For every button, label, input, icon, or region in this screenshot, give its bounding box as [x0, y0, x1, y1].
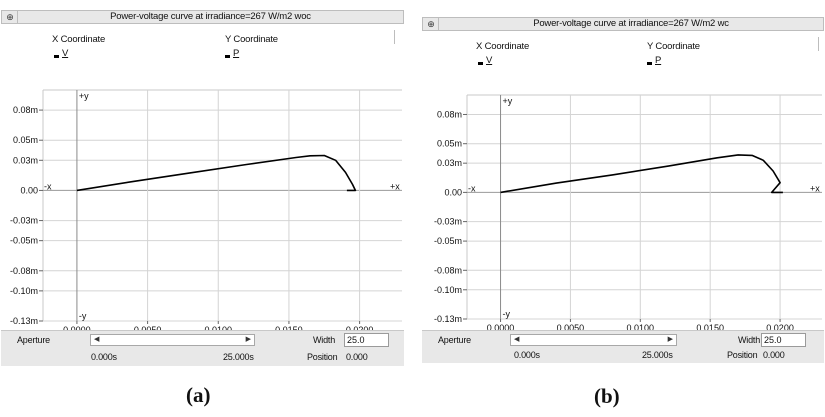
legend-swatch-x	[478, 62, 483, 65]
width-input[interactable]: 25.0	[344, 333, 389, 347]
slider-right-arrow-icon[interactable]: ▶	[667, 336, 673, 343]
start-time-label: 0.000s	[514, 350, 540, 360]
aperture-controls: Aperture ◀ ▶ Width 25.0 0.000s 25.000s P…	[1, 330, 404, 366]
x-coordinate-header: X Coordinate	[52, 34, 106, 45]
y-tick-label: 0.00	[20, 185, 38, 195]
slider-right-arrow-icon[interactable]: ▶	[245, 336, 251, 343]
pos-x-axis-label: +x	[810, 183, 820, 193]
legend-swatch-x	[54, 55, 59, 58]
x-tick-label: 0.0100	[627, 323, 655, 333]
pin-icon[interactable]: ⊕	[424, 18, 439, 30]
legend: X Coordinate Y Coordinate V P	[467, 33, 819, 111]
chart-title: Power-voltage curve at irradiance=267 W/…	[110, 11, 311, 22]
x-tick-label: 0.0000	[487, 323, 515, 333]
slider-left-arrow-icon[interactable]: ◀	[94, 336, 100, 343]
pos-y-axis-label: +y	[503, 96, 513, 106]
y-tick-label: -0.03m	[10, 216, 38, 226]
legend-divider	[394, 30, 395, 44]
y-tick-label: -0.10m	[10, 286, 38, 296]
x-tick-label: 0.0050	[557, 323, 585, 333]
y-tick-label: -0.05m	[10, 236, 38, 246]
x-tick-label: 0.0200	[766, 323, 794, 333]
y-tick-label: 0.08m	[437, 109, 462, 119]
position-label: Position	[727, 350, 758, 360]
legend-swatch-y	[225, 55, 230, 58]
y-coordinate-header: Y Coordinate	[225, 34, 278, 45]
y-coordinate-header: Y Coordinate	[647, 41, 700, 52]
slider-left-arrow-icon[interactable]: ◀	[514, 336, 520, 343]
neg-x-axis-label: -x	[468, 183, 476, 193]
width-input[interactable]: 25.0	[761, 333, 806, 347]
y-tick-label: 0.05m	[437, 139, 462, 149]
position-value: 0.000	[346, 352, 368, 362]
y-tick-label: -0.05m	[434, 236, 462, 246]
y-tick-label: 0.08m	[13, 105, 38, 115]
y-tick-label: -0.13m	[434, 314, 462, 324]
position-value: 0.000	[763, 350, 785, 360]
legend-y-variable[interactable]: P	[233, 48, 240, 59]
x-tick-label: 0.0150	[696, 323, 724, 333]
legend-y-variable[interactable]: P	[655, 55, 662, 66]
aperture-controls: Aperture ◀ ▶ Width 25.0 0.000s 25.000s P…	[422, 330, 824, 363]
power-voltage-curve	[76, 154, 357, 192]
end-time-label: 25.000s	[223, 352, 254, 362]
y-tick-label: 0.03m	[437, 158, 462, 168]
title-bar: ⊕ Power-voltage curve at irradiance=267 …	[422, 17, 824, 31]
caption-a: (a)	[186, 383, 211, 407]
neg-x-axis-label: -x	[44, 181, 52, 191]
chart-panel-a: ⊕ Power-voltage curve at irradiance=267 …	[1, 10, 404, 366]
legend-swatch-y	[647, 62, 652, 65]
x-coordinate-header: X Coordinate	[476, 41, 530, 52]
y-tick-label: 0.00	[444, 187, 462, 197]
width-label: Width	[738, 335, 761, 345]
chart-panel-b: ⊕ Power-voltage curve at irradiance=267 …	[422, 17, 824, 363]
neg-y-axis-label: -y	[79, 311, 87, 321]
pin-icon[interactable]: ⊕	[3, 11, 18, 23]
pos-x-axis-label: +x	[390, 181, 400, 191]
aperture-label: Aperture	[438, 335, 471, 345]
legend-x-variable[interactable]: V	[62, 48, 69, 59]
legend-divider	[818, 37, 819, 51]
width-label: Width	[313, 335, 336, 345]
y-tick-label: -0.08m	[434, 265, 462, 275]
power-voltage-curve	[500, 154, 783, 194]
aperture-slider[interactable]: ◀ ▶	[510, 334, 677, 346]
legend: X Coordinate Y Coordinate V P	[43, 26, 395, 106]
plot-area: 0.08m 0.05m 0.03m 0.00 -0.03m -0.05m -0.08m -0.…	[434, 94, 822, 333]
start-time-label: 0.000s	[91, 352, 117, 362]
chart-title: Power-voltage curve at irradiance=267 W/…	[533, 18, 729, 29]
neg-y-axis-label: -y	[503, 309, 511, 319]
y-tick-label: 0.05m	[13, 135, 38, 145]
aperture-slider[interactable]: ◀ ▶	[90, 334, 255, 346]
aperture-label: Aperture	[17, 335, 50, 345]
y-tick-label: -0.10m	[434, 285, 462, 295]
title-bar: ⊕ Power-voltage curve at irradiance=267 …	[1, 10, 404, 24]
y-tick-label: 0.03m	[13, 155, 38, 165]
pos-y-axis-label: +y	[79, 91, 89, 101]
position-label: Position	[307, 352, 338, 362]
y-tick-label: -0.08m	[10, 266, 38, 276]
y-tick-label: -0.13m	[10, 316, 38, 326]
end-time-label: 25.000s	[642, 350, 673, 360]
caption-b: (b)	[594, 384, 620, 408]
y-tick-label: -0.03m	[434, 217, 462, 227]
plot-area: 0.08m 0.05m 0.03m 0.00 -0.03m -0.05m -0.08m -0.…	[10, 89, 402, 335]
legend-x-variable[interactable]: V	[486, 55, 493, 66]
